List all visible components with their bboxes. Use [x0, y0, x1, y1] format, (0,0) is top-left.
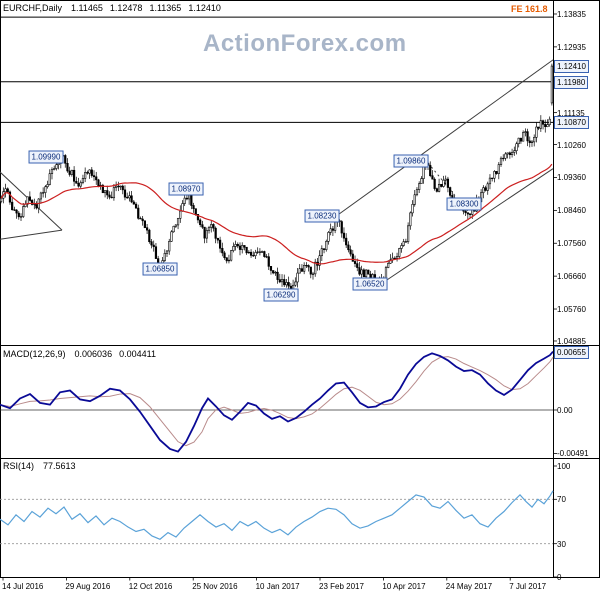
macd-main-value: 0.006036 — [74, 349, 113, 359]
high-value: 1.12478 — [109, 3, 143, 13]
symbol-label: EURCHF,Daily — [3, 3, 63, 13]
close-value: 1.12410 — [188, 3, 221, 13]
rsi-label: RSI(14) — [3, 461, 35, 471]
low-value: 1.11365 — [149, 3, 182, 13]
macd-signal-value: 0.004411 — [119, 349, 156, 359]
rsi-value: 77.5613 — [43, 461, 76, 471]
open-value: 1.11465 — [71, 3, 103, 13]
symbol-ohlc-header: EURCHF,Daily 1.11465 1.12478 1.11365 1.12410 — [3, 3, 228, 13]
macd-header: MACD(12,26,9) 0.006036 0.004411 — [3, 349, 163, 359]
actionforex-watermark: ActionForex.com — [203, 30, 407, 57]
rsi-header: RSI(14) 77.5613 — [3, 461, 83, 471]
macd-label: MACD(12,26,9) — [3, 349, 66, 359]
fibonacci-extension-label: FE 161.8 — [511, 4, 548, 14]
